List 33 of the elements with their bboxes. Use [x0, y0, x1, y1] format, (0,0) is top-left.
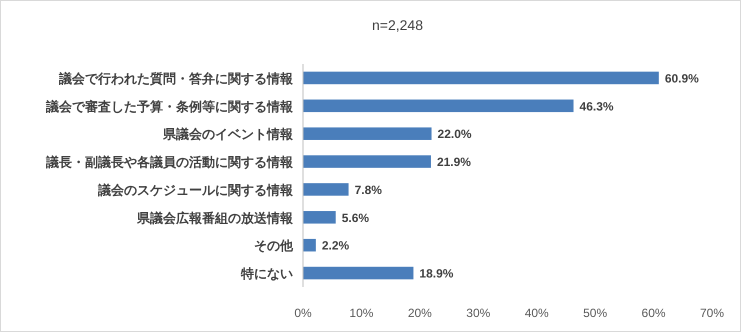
chart-title: n=2,248	[372, 17, 424, 33]
bar	[303, 127, 432, 140]
data-label: 5.6%	[342, 210, 370, 225]
bar	[303, 72, 659, 84]
y-tick-label: その他	[254, 238, 294, 254]
data-label: 2.2%	[322, 238, 350, 253]
data-label: 7.8%	[354, 182, 382, 197]
y-tick-label: 特にない	[240, 266, 293, 282]
data-label: 22.0%	[438, 127, 472, 142]
bar	[303, 155, 431, 168]
y-tick-label: 県議会広報番組の放送情報	[136, 210, 294, 226]
x-tick-label: 70%	[700, 306, 724, 320]
y-tick-label: 県議会のイベント情報	[162, 126, 294, 142]
x-tick-label: 30%	[466, 306, 491, 320]
y-tick-label: 議会で行われた質問・答弁に関する情報	[58, 70, 294, 86]
bar	[303, 211, 336, 224]
x-tick-label: 60%	[642, 306, 666, 320]
x-tick-label: 0%	[294, 306, 312, 320]
data-label: 60.9%	[664, 71, 700, 86]
x-tick-label: 40%	[524, 306, 550, 320]
x-tick-label: 10%	[349, 306, 374, 320]
bar	[303, 266, 414, 280]
y-tick-label: 議会のスケジュールに関する情報	[97, 182, 294, 198]
y-tick-label: 議長・副議長や各議員の活動に関する情報	[45, 154, 294, 170]
data-label: 46.3%	[580, 99, 614, 114]
bar	[303, 183, 349, 196]
y-tick-label: 議会で審査した予算・条例等に関する情報	[45, 98, 294, 114]
data-label: 21.9%	[436, 155, 472, 170]
data-label: 18.9%	[419, 266, 454, 281]
x-tick-label: 20%	[408, 306, 432, 320]
bar	[303, 238, 316, 252]
x-tick-label: 50%	[583, 306, 608, 320]
bar	[303, 100, 574, 112]
